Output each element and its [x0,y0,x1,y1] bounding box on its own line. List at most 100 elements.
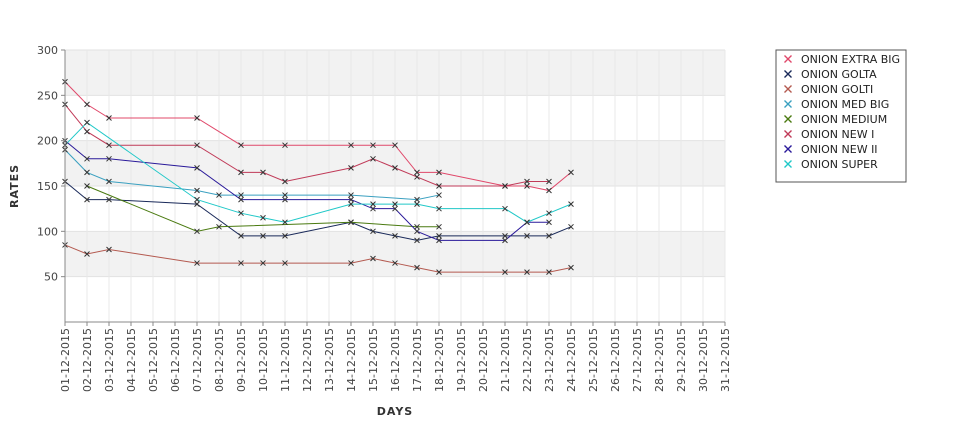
x-tick-label: 29-12-2015 [675,328,688,392]
legend-label: ONION MEDIUM [801,113,887,126]
y-tick-label: 250 [37,89,58,102]
data-point [84,119,90,126]
data-point [106,155,112,162]
data-point [414,228,420,235]
data-point [524,233,530,239]
data-point [282,192,288,198]
data-point [106,142,112,149]
x-tick-label: 16-12-2015 [389,328,402,392]
data-point [370,228,376,235]
series-line [64,181,572,241]
y-tick-label: 50 [44,271,58,284]
data-point [84,196,90,203]
data-point [238,233,244,239]
data-point [260,260,266,266]
x-axis-ticks: 01-12-2015 02-12-2015 03-12-2015 04-12-2015… [59,322,732,392]
data-point [436,205,442,212]
data-point [194,165,200,171]
x-tick-label: 14-12-2015 [345,328,358,392]
legend-marker [784,160,792,168]
data-point [282,178,288,185]
data-point [436,192,442,198]
x-tick-label: 06-12-2015 [169,328,182,392]
x-tick-label: 22-12-2015 [521,328,534,392]
x-tick-label: 26-12-2015 [609,328,622,392]
y-axis-ticks: 50 100 150 200 250 300 [37,44,65,284]
data-point [84,169,90,176]
legend-marker [784,85,792,93]
data-point [282,260,288,266]
data-point [238,210,244,217]
legend-label: ONION MED BIG [801,98,889,111]
data-point [414,223,420,230]
series-line [64,244,572,273]
data-point [546,178,552,185]
data-point [260,233,266,239]
x-tick-label: 04-12-2015 [125,328,138,392]
data-point [238,169,244,176]
x-tick-label: 08-12-2015 [213,328,226,392]
x-tick-label: 23-12-2015 [543,328,556,392]
data-point [194,228,200,235]
data-point [414,201,420,207]
data-point [392,165,398,171]
data-point [216,223,222,230]
legend-marker [784,55,792,63]
data-point [238,196,244,203]
data-point [546,210,552,217]
x-tick-label: 27-12-2015 [631,328,644,392]
series [62,78,574,194]
data-point [348,201,354,207]
data-point [370,205,376,212]
data-point [84,183,90,189]
data-point [194,187,200,194]
data-point [370,255,376,262]
legend-box [775,49,907,183]
x-tick-label: 24-12-2015 [565,328,578,392]
y-tick-label: 100 [37,225,58,238]
legend-label: ONION SUPER [801,158,878,171]
data-point [392,201,398,207]
data-point [502,183,508,189]
data-point [194,201,200,207]
data-point [260,169,266,176]
data-point [238,142,244,149]
data-point [414,196,420,203]
data-point [436,269,442,275]
series-layer [62,78,574,275]
data-point [282,142,288,149]
data-point [546,233,552,239]
data-point [502,269,508,275]
data-point [392,142,398,149]
data-point [194,260,200,266]
data-point [106,178,112,185]
data-point [524,219,530,226]
data-point [524,178,530,185]
x-tick-label: 15-12-2015 [367,328,380,392]
data-point [568,264,574,271]
x-tick-label: 17-12-2015 [411,328,424,392]
series [62,119,574,226]
x-tick-label: 21-12-2015 [499,328,512,392]
legend: ONION EXTRA BIG ONION GOLTA ONION GOLTI ONI… [775,49,907,183]
data-point [436,223,442,230]
x-tick-label: 13-12-2015 [323,328,336,392]
data-point [436,233,442,239]
x-tick-label: 12-12-2015 [301,328,314,392]
data-point [282,219,288,226]
x-tick-label: 02-12-2015 [81,328,94,392]
legend-marker [784,130,792,138]
data-point [348,260,354,266]
legend-label: ONION NEW II [801,143,878,156]
data-point [84,155,90,162]
data-point [370,142,376,149]
data-point [524,269,530,275]
y-tick-label: 200 [37,135,58,148]
y-tick-label: 300 [37,44,58,57]
x-tick-label: 03-12-2015 [103,328,116,392]
data-point [568,201,574,207]
data-point [106,246,112,253]
data-point [260,214,266,221]
data-point [414,169,420,176]
